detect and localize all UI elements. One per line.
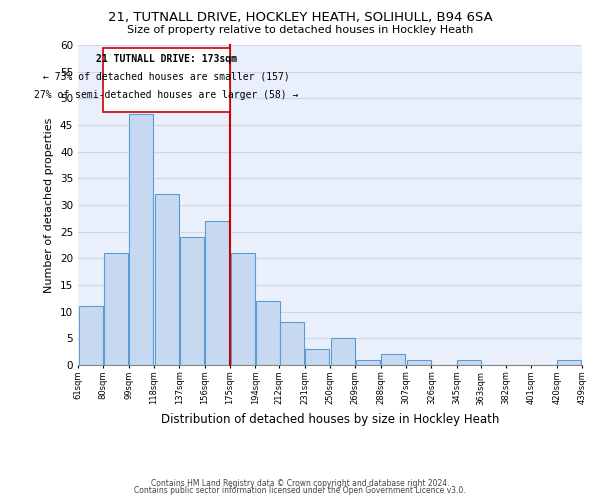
Text: 21 TUTNALL DRIVE: 173sqm: 21 TUTNALL DRIVE: 173sqm xyxy=(96,54,237,64)
Bar xyxy=(280,322,304,365)
Bar xyxy=(230,253,255,365)
Text: Contains HM Land Registry data © Crown copyright and database right 2024.: Contains HM Land Registry data © Crown c… xyxy=(151,478,449,488)
Bar xyxy=(104,253,128,365)
Text: Contains public sector information licensed under the Open Government Licence v3: Contains public sector information licen… xyxy=(134,486,466,495)
Bar xyxy=(256,301,280,365)
Bar xyxy=(79,306,103,365)
Y-axis label: Number of detached properties: Number of detached properties xyxy=(44,118,55,292)
Bar xyxy=(331,338,355,365)
Text: 27% of semi-detached houses are larger (58) →: 27% of semi-detached houses are larger (… xyxy=(34,90,299,101)
Bar xyxy=(407,360,431,365)
Bar xyxy=(356,360,380,365)
Bar xyxy=(129,114,154,365)
Text: ← 73% of detached houses are smaller (157): ← 73% of detached houses are smaller (15… xyxy=(43,71,290,81)
Bar xyxy=(180,237,204,365)
Bar xyxy=(381,354,406,365)
Bar xyxy=(305,349,329,365)
Bar xyxy=(103,48,230,112)
Bar xyxy=(155,194,179,365)
Bar xyxy=(205,221,229,365)
Bar xyxy=(557,360,581,365)
Text: 21, TUTNALL DRIVE, HOCKLEY HEATH, SOLIHULL, B94 6SA: 21, TUTNALL DRIVE, HOCKLEY HEATH, SOLIHU… xyxy=(107,11,493,24)
Bar xyxy=(457,360,481,365)
X-axis label: Distribution of detached houses by size in Hockley Heath: Distribution of detached houses by size … xyxy=(161,413,499,426)
Text: Size of property relative to detached houses in Hockley Heath: Size of property relative to detached ho… xyxy=(127,25,473,35)
